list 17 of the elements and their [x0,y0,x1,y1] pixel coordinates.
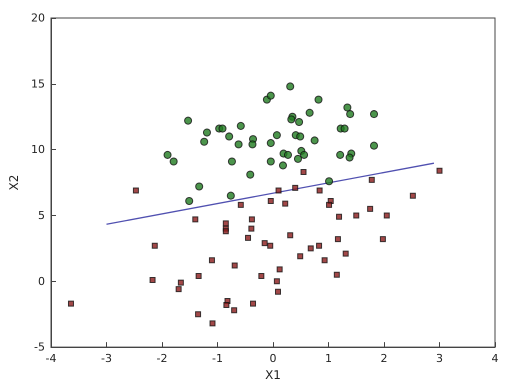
x-tick-label: -2 [156,352,168,366]
x-tick-label: -1 [212,352,223,366]
y-tick-label: 20 [31,12,45,24]
x-tick-label: 1 [325,352,332,366]
y-tick-label: 15 [31,77,45,90]
y-tick-label: 0 [38,274,45,288]
y-tick-label: 5 [38,208,45,222]
y-axis-title: X2 [7,174,22,190]
x-tick-label: 0 [270,352,276,366]
x-tick-label: 4 [492,352,498,366]
x-axis-title: X1 [265,368,281,382]
y-tick-label: -5 [34,340,45,354]
x-tick-label: 3 [436,352,443,366]
y-tick-label: 10 [31,143,45,156]
x-tick-label: 2 [380,352,388,366]
x-tick-label: -3 [101,352,112,366]
x-tick-label: -4 [46,352,56,366]
